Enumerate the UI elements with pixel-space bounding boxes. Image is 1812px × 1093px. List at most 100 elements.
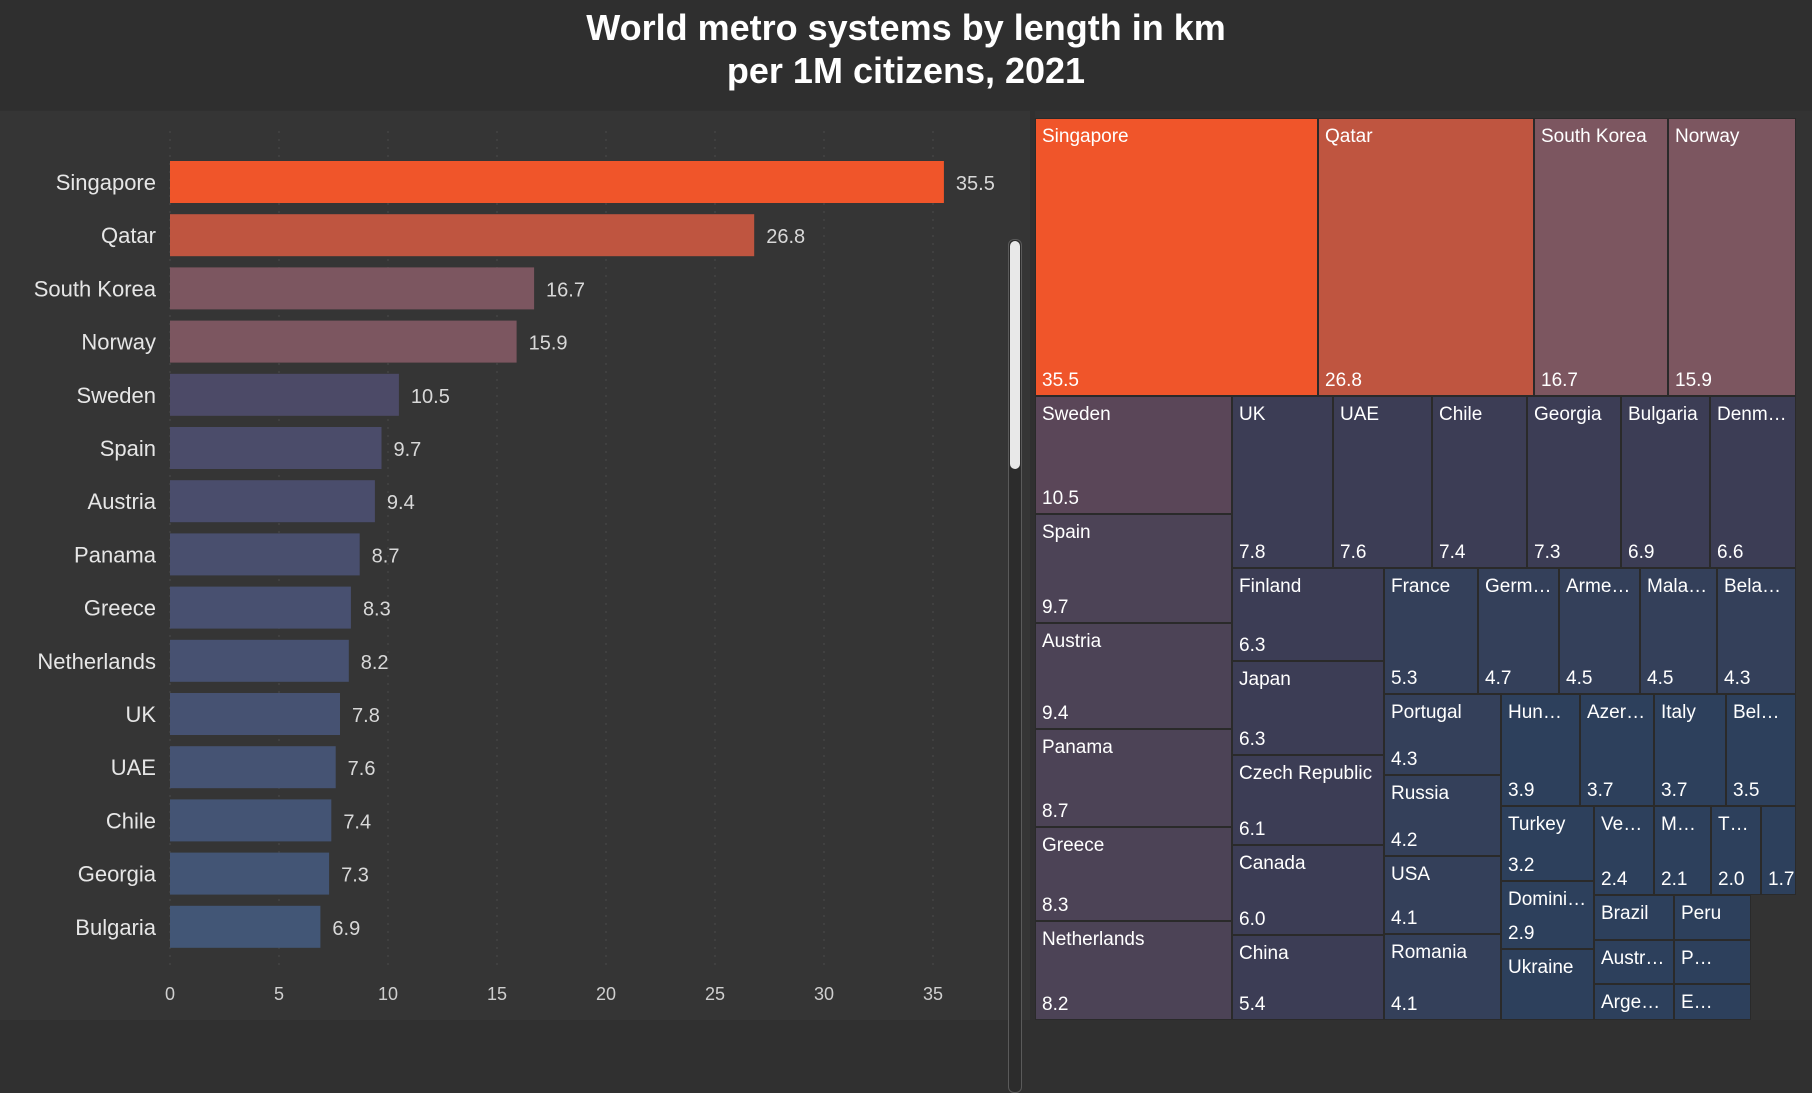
treemap-tile-t[interactable]: T… 2.0 [1711, 806, 1761, 895]
treemap-tile-canada[interactable]: Canada 6.0 [1232, 845, 1384, 935]
tile-label: Russia [1391, 783, 1450, 804]
tile-value: 26.8 [1325, 370, 1362, 391]
data-label: 8.2 [361, 652, 389, 674]
bar-greece[interactable] [170, 586, 351, 629]
tile-value: 8.3 [1042, 895, 1069, 916]
scrollbar-thumb[interactable] [1010, 241, 1020, 469]
bar-south-korea[interactable] [170, 267, 535, 310]
treemap-tile-spain[interactable]: Spain 9.7 [1035, 514, 1232, 623]
data-label: 9.4 [387, 492, 415, 514]
tile-label: Finland [1239, 576, 1302, 597]
treemap-tile-bulgaria[interactable]: Bulgaria 6.9 [1621, 396, 1710, 568]
treemap-tile-denm[interactable]: Denm… 6.6 [1710, 396, 1796, 568]
tile-value: 8.7 [1042, 801, 1069, 822]
bar-chile[interactable] [170, 799, 332, 842]
treemap-tile-japan[interactable]: Japan 6.3 [1232, 661, 1384, 755]
treemap: Singapore 35.5 Qatar 26.8 South Korea 16.7 Nor… [1035, 111, 1812, 1020]
tile-label: Italy [1661, 702, 1696, 723]
bar-uk[interactable] [170, 693, 340, 735]
treemap-tile-usa[interactable]: USA 4.1 [1384, 856, 1501, 934]
tile-label: Ukraine [1508, 957, 1574, 978]
tile-label: M… [1661, 814, 1696, 835]
tile-value: 6.3 [1239, 635, 1266, 656]
treemap-tile-arme[interactable]: Arme… 4.5 [1559, 568, 1640, 694]
tile-label: UAE [1340, 404, 1380, 425]
bar-sweden[interactable] [170, 373, 399, 416]
treemap-tile-norway[interactable]: Norway 15.9 [1668, 118, 1796, 396]
tile-value: 6.6 [1717, 542, 1744, 563]
treemap-tile-bel[interactable]: Bel… 3.5 [1726, 694, 1796, 806]
treemap-tile-m[interactable]: M… 2.1 [1654, 806, 1711, 895]
treemap-tile-bela[interactable]: Bela… 4.3 [1717, 568, 1796, 694]
treemap-tile-turkey[interactable]: Turkey 3.2 [1501, 806, 1594, 881]
bar-uae[interactable] [170, 746, 336, 789]
bar-georgia[interactable] [170, 852, 330, 895]
treemap-tile-portugal[interactable]: Portugal 4.3 [1384, 694, 1501, 775]
data-label: 10.5 [411, 386, 450, 408]
tile-label: USA [1391, 864, 1431, 885]
treemap-tile-peru[interactable]: Peru [1674, 895, 1751, 940]
data-label: 26.8 [766, 226, 805, 248]
tile-label: Singapore [1042, 126, 1129, 147]
treemap-tile-austria[interactable]: Austria 9.4 [1035, 623, 1232, 729]
treemap-tile-domini[interactable]: Domini… 2.9 [1501, 881, 1594, 949]
treemap-tile-france[interactable]: France 5.3 [1384, 568, 1478, 694]
bar-netherlands[interactable] [170, 639, 349, 682]
treemap-tile-finland[interactable]: Finland 6.3 [1232, 568, 1384, 661]
tile-label: Bel… [1733, 702, 1780, 723]
tile-label: Brazil [1601, 903, 1649, 924]
bar-bulgaria[interactable] [170, 905, 321, 948]
tile-label: Domini… [1508, 889, 1587, 910]
treemap-tile-uk[interactable]: UK 7.8 [1232, 396, 1333, 568]
tile-value: 6.1 [1239, 819, 1266, 840]
bar-panama[interactable] [170, 533, 360, 576]
treemap-tile-greece[interactable]: Greece 8.3 [1035, 827, 1232, 921]
treemap-tile-singapore[interactable]: Singapore 35.5 [1035, 118, 1318, 396]
treemap-tile-chile[interactable]: Chile 7.4 [1432, 396, 1527, 568]
tile-value: 16.7 [1541, 370, 1578, 391]
tile-label: Hun… [1508, 702, 1562, 723]
treemap-tile-netherlands[interactable]: Netherlands 8.2 [1035, 921, 1232, 1020]
treemap-tile-sweden[interactable]: Sweden 10.5 [1035, 396, 1232, 514]
tile-value: 7.3 [1534, 542, 1561, 563]
treemap-tile-e[interactable]: E… [1674, 984, 1751, 1020]
tile-value: 6.0 [1239, 909, 1266, 930]
vertical-scrollbar[interactable] [1008, 239, 1022, 1093]
bar-austria[interactable] [170, 480, 375, 523]
bar-norway[interactable] [170, 320, 517, 363]
treemap-tile-georgia[interactable]: Georgia 7.3 [1527, 396, 1621, 568]
treemap-tile-italy[interactable]: Italy 3.7 [1654, 694, 1726, 806]
treemap-tile-ve[interactable]: Ve… 2.4 [1594, 806, 1654, 895]
bar-singapore[interactable] [170, 161, 944, 203]
treemap-tile-south-korea[interactable]: South Korea 16.7 [1534, 118, 1668, 396]
treemap-tile-azer[interactable]: Azer… 3.7 [1580, 694, 1654, 806]
tile-label: Bulgaria [1628, 404, 1698, 425]
treemap-tile-austr[interactable]: Austr… [1594, 940, 1674, 984]
treemap-tile-mala[interactable]: Mala… 4.5 [1640, 568, 1717, 694]
treemap-tile-romania[interactable]: Romania 4.1 [1384, 934, 1501, 1020]
treemap-tile-qatar[interactable]: Qatar 26.8 [1318, 118, 1534, 396]
treemap-tile-panama[interactable]: Panama 8.7 [1035, 729, 1232, 827]
tile-value: 4.7 [1485, 668, 1512, 689]
treemap-tile-arge[interactable]: Arge… [1594, 984, 1674, 1020]
treemap-tile-russia[interactable]: Russia 4.2 [1384, 775, 1501, 856]
tile-label: Qatar [1325, 126, 1373, 147]
data-label: 16.7 [546, 279, 585, 301]
category-label: Chile [106, 808, 156, 833]
treemap-tile-ukraine[interactable]: Ukraine [1501, 949, 1594, 1020]
x-tick-label: 20 [596, 984, 616, 1004]
treemap-tile-uae[interactable]: UAE 7.6 [1333, 396, 1432, 568]
treemap-tile-germ[interactable]: Germ… 4.7 [1478, 568, 1559, 694]
bar-qatar[interactable] [170, 214, 755, 257]
tile-value: 3.7 [1661, 780, 1688, 801]
treemap-tile-czech-republic[interactable]: Czech Republic 6.1 [1232, 755, 1384, 845]
data-label: 6.9 [332, 918, 360, 940]
tile-value: 3.7 [1587, 780, 1614, 801]
treemap-tile-p[interactable]: P… [1674, 940, 1751, 984]
data-label: 7.8 [352, 705, 380, 727]
treemap-tile-china[interactable]: China 5.4 [1232, 935, 1384, 1020]
treemap-tile-hun[interactable]: Hun… 3.9 [1501, 694, 1580, 806]
treemap-tile-unlabeled[interactable]: 1.7 [1761, 806, 1796, 895]
bar-spain[interactable] [170, 427, 382, 469]
treemap-tile-brazil[interactable]: Brazil [1594, 895, 1674, 940]
